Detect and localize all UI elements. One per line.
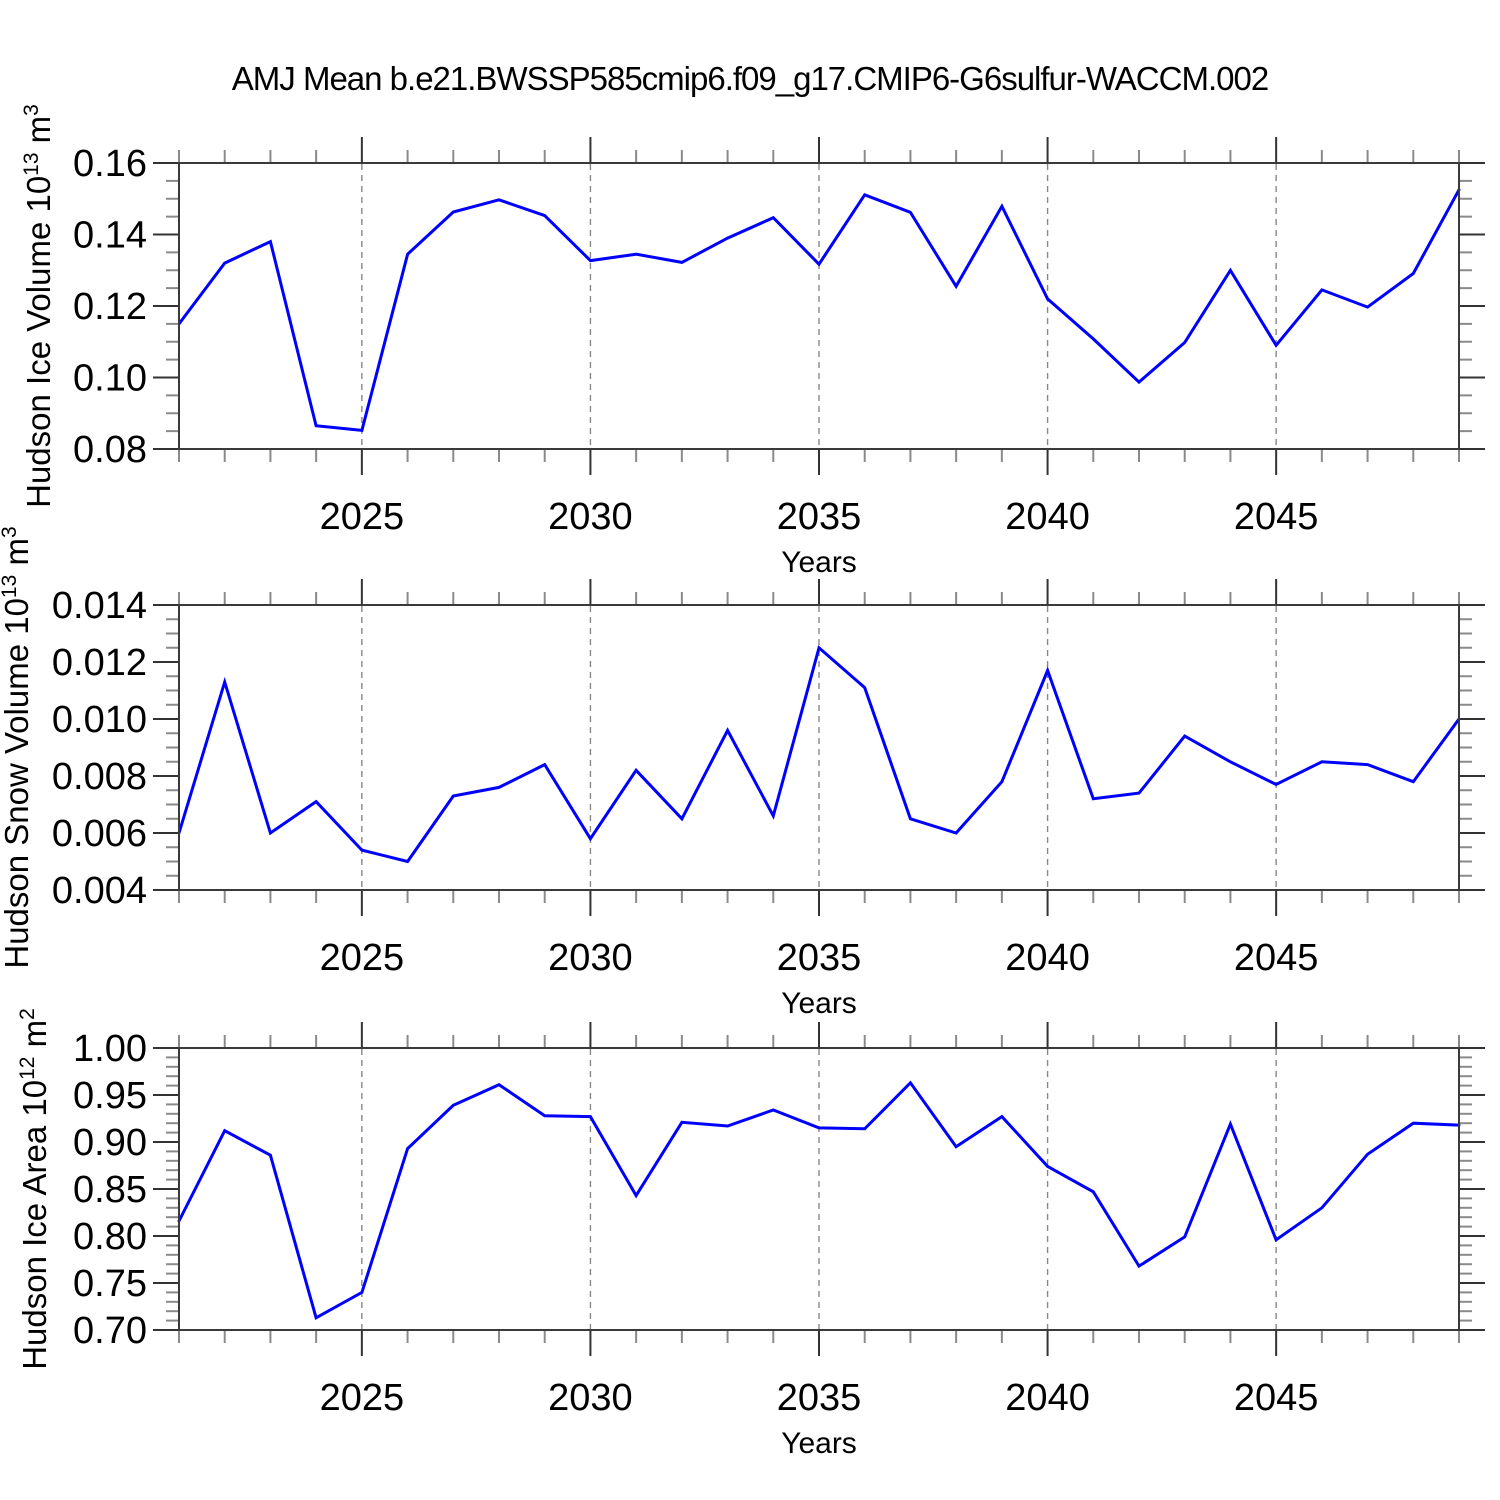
snow-volume-line (177, 645, 1461, 864)
x-tick-label: 2030 (548, 1377, 633, 1419)
y-axis-title: Hudson Ice Area 1012 m2 (16, 1008, 53, 1370)
panel-ice-volume: 0.08 0.10 0.12 0.14 0.16 2025 2030 2035 2040 2045… (20, 104, 1485, 579)
x-tick-label: 2045 (1234, 496, 1319, 538)
x-tick-label: 2025 (320, 937, 405, 979)
y-tick-label: 0.16 (73, 143, 147, 185)
y-tick-label: 0.14 (73, 215, 147, 257)
y-axis-title: Hudson Snow Volume 1013 m3 (0, 526, 35, 968)
y-axis-title: Hudson Ice Volume 1013 m3 (20, 104, 57, 508)
x-axis-title: Years (781, 546, 857, 579)
x-axis-title: Years (781, 987, 857, 1020)
ice-volume-line (177, 188, 1461, 433)
y-tick-label: 0.006 (52, 813, 147, 855)
x-tick-label: 2040 (1005, 496, 1090, 538)
y-tick-label: 0.85 (73, 1169, 147, 1211)
x-axis-title: Years (781, 1427, 857, 1460)
y-tick-label: 0.014 (52, 585, 147, 627)
x-tick-label: 2025 (320, 1377, 405, 1419)
panel-snow-volume: 0.004 0.006 0.008 0.010 0.012 0.014 2025 2030 20… (0, 526, 1485, 1020)
x-tick-label: 2025 (320, 496, 405, 538)
plot-box (178, 1047, 1460, 1331)
y-tick-label: 0.80 (73, 1216, 147, 1258)
ice-area-line (177, 1080, 1461, 1321)
y-tick-label: 0.004 (52, 870, 147, 912)
y-tick-label: 0.70 (73, 1310, 147, 1352)
x-tick-label: 2030 (548, 496, 633, 538)
x-tick-label: 2040 (1005, 937, 1090, 979)
x-tick-label: 2045 (1234, 937, 1319, 979)
y-tick-label: 0.010 (52, 699, 147, 741)
y-tick-label: 0.75 (73, 1263, 147, 1305)
plot-box (178, 162, 1460, 450)
x-tick-label: 2035 (777, 937, 862, 979)
y-tick-label: 0.012 (52, 642, 147, 684)
y-tick-label: 1.00 (73, 1028, 147, 1070)
y-tick-label: 0.08 (73, 429, 147, 471)
y-tick-label: 0.008 (52, 756, 147, 798)
y-tick-label: 0.10 (73, 358, 147, 400)
x-tick-label: 2030 (548, 937, 633, 979)
y-tick-label: 0.12 (73, 286, 147, 328)
panel-ice-area: 0.70 0.75 0.80 0.85 0.90 0.95 1.00 2025 2030 2035… (16, 1008, 1485, 1460)
x-tick-label: 2035 (777, 496, 862, 538)
page-title: AMJ Mean b.e21.BWSSP585cmip6.f09_g17.CMI… (231, 60, 1269, 97)
x-tick-label: 2045 (1234, 1377, 1319, 1419)
x-tick-label: 2040 (1005, 1377, 1090, 1419)
plot-box (178, 604, 1460, 891)
x-tick-label: 2035 (777, 1377, 862, 1419)
y-tick-label: 0.95 (73, 1075, 147, 1117)
y-tick-label: 0.90 (73, 1122, 147, 1164)
